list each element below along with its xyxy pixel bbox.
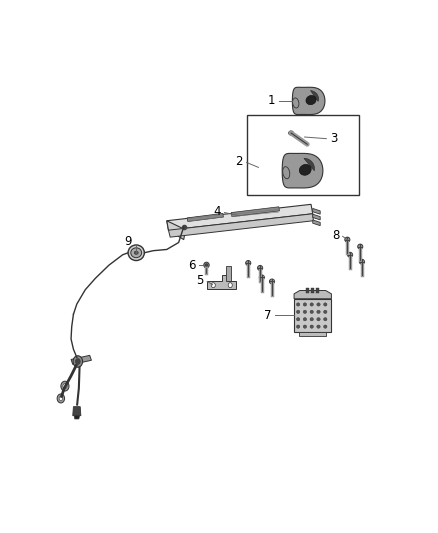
Bar xyxy=(311,288,314,293)
Text: 1: 1 xyxy=(267,94,275,107)
Text: 3: 3 xyxy=(330,132,337,145)
Ellipse shape xyxy=(324,318,327,321)
Circle shape xyxy=(63,384,67,389)
Ellipse shape xyxy=(360,260,364,264)
Bar xyxy=(247,115,359,195)
Ellipse shape xyxy=(258,265,263,270)
Ellipse shape xyxy=(358,244,363,249)
Ellipse shape xyxy=(269,279,275,284)
Ellipse shape xyxy=(303,303,307,306)
Ellipse shape xyxy=(293,98,299,108)
Ellipse shape xyxy=(345,237,350,242)
Ellipse shape xyxy=(317,303,320,306)
Ellipse shape xyxy=(259,275,265,280)
Ellipse shape xyxy=(303,318,307,321)
Text: 7: 7 xyxy=(264,309,271,321)
Polygon shape xyxy=(311,91,318,101)
Polygon shape xyxy=(299,332,326,336)
Polygon shape xyxy=(313,220,320,225)
Polygon shape xyxy=(282,154,323,188)
Bar xyxy=(294,298,332,332)
Polygon shape xyxy=(294,290,332,298)
Ellipse shape xyxy=(134,251,138,254)
Ellipse shape xyxy=(310,303,314,306)
Circle shape xyxy=(59,397,63,400)
Circle shape xyxy=(61,381,69,391)
Ellipse shape xyxy=(297,310,300,313)
Ellipse shape xyxy=(317,325,320,328)
Polygon shape xyxy=(169,214,314,237)
Polygon shape xyxy=(226,266,231,281)
Polygon shape xyxy=(71,356,92,365)
Ellipse shape xyxy=(347,252,353,257)
Ellipse shape xyxy=(297,325,300,328)
Ellipse shape xyxy=(310,310,314,313)
Ellipse shape xyxy=(303,310,307,313)
Ellipse shape xyxy=(303,325,307,328)
Circle shape xyxy=(228,282,232,288)
Ellipse shape xyxy=(310,318,314,321)
Bar xyxy=(306,288,309,293)
Ellipse shape xyxy=(299,165,311,175)
Polygon shape xyxy=(74,416,80,419)
Ellipse shape xyxy=(324,303,327,306)
Circle shape xyxy=(75,359,80,365)
Circle shape xyxy=(211,282,215,288)
Ellipse shape xyxy=(289,131,293,135)
Ellipse shape xyxy=(131,248,141,257)
Polygon shape xyxy=(73,407,81,416)
Ellipse shape xyxy=(297,318,300,321)
Circle shape xyxy=(57,394,64,403)
Ellipse shape xyxy=(324,310,327,313)
Ellipse shape xyxy=(246,261,251,265)
Ellipse shape xyxy=(204,262,209,268)
Text: 2: 2 xyxy=(235,155,243,168)
Ellipse shape xyxy=(317,318,320,321)
Polygon shape xyxy=(304,158,314,171)
Ellipse shape xyxy=(306,95,316,104)
Text: 9: 9 xyxy=(125,235,132,248)
Bar xyxy=(317,288,319,293)
Polygon shape xyxy=(167,221,185,240)
Ellipse shape xyxy=(297,303,300,306)
Text: 4: 4 xyxy=(214,205,221,218)
Polygon shape xyxy=(187,213,223,222)
Ellipse shape xyxy=(283,167,290,179)
Polygon shape xyxy=(207,274,237,289)
Circle shape xyxy=(73,356,83,367)
Text: 6: 6 xyxy=(188,259,195,271)
Ellipse shape xyxy=(310,325,314,328)
Polygon shape xyxy=(313,208,320,214)
Polygon shape xyxy=(313,214,320,220)
Polygon shape xyxy=(167,204,313,230)
Ellipse shape xyxy=(317,310,320,313)
Ellipse shape xyxy=(205,264,208,266)
Text: 5: 5 xyxy=(196,274,203,287)
Ellipse shape xyxy=(324,325,327,328)
Ellipse shape xyxy=(128,245,145,261)
Polygon shape xyxy=(293,87,325,115)
Polygon shape xyxy=(231,207,279,216)
Text: 8: 8 xyxy=(332,229,339,242)
